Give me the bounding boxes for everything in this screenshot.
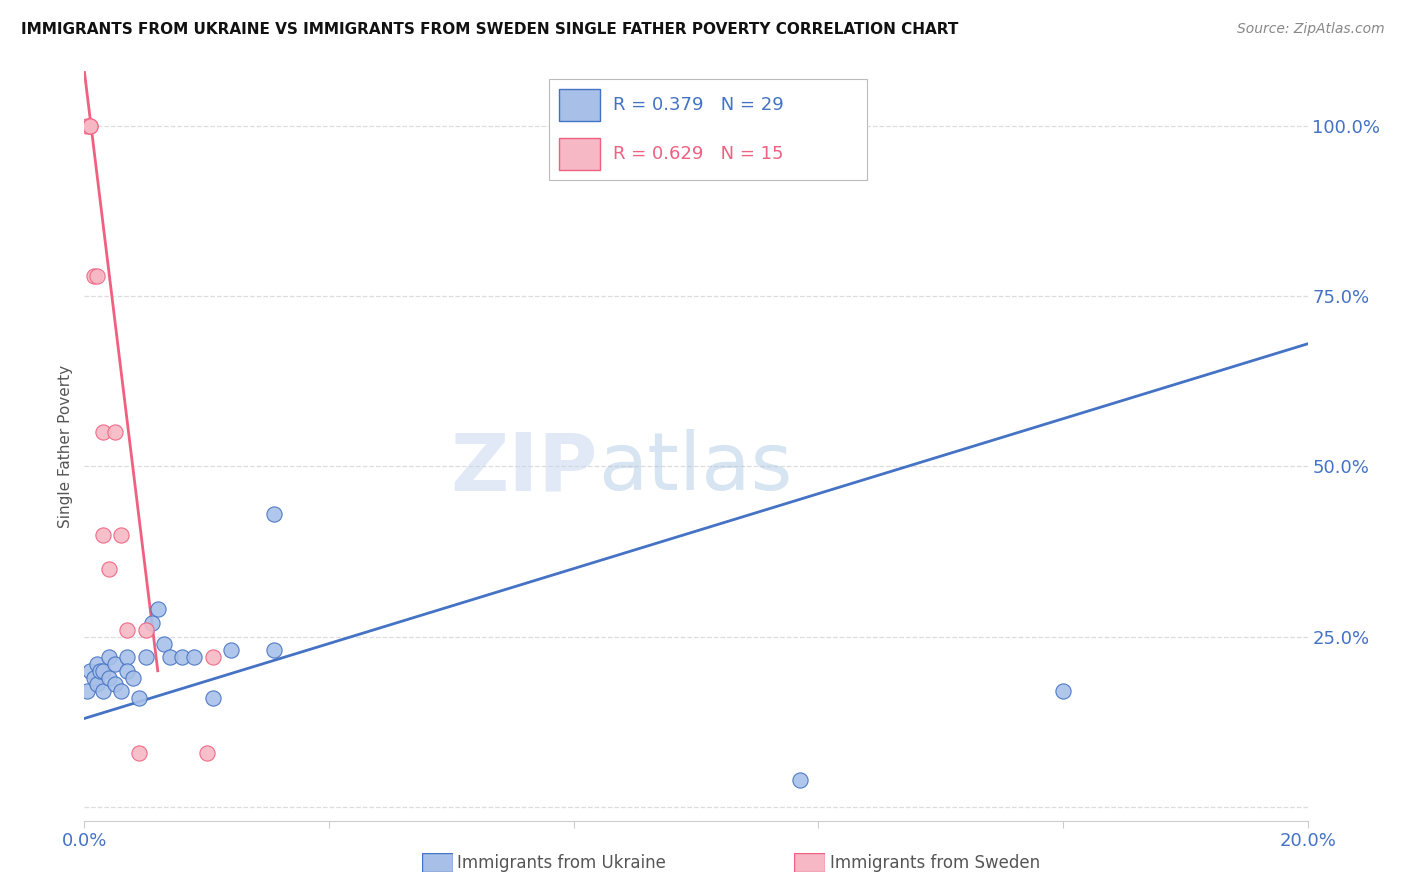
Point	[263, 507, 285, 521]
Point	[86, 268, 108, 283]
Point	[195, 746, 218, 760]
Point	[76, 119, 98, 133]
Point	[115, 664, 138, 678]
Point	[141, 616, 163, 631]
Text: atlas: atlas	[598, 429, 793, 508]
Point	[97, 650, 120, 665]
Point	[91, 684, 114, 698]
Point	[79, 119, 101, 133]
Point	[83, 671, 105, 685]
Point	[789, 772, 811, 787]
Point	[201, 691, 224, 706]
Point	[110, 527, 132, 541]
Y-axis label: Single Father Poverty: Single Father Poverty	[58, 365, 73, 527]
Point	[146, 602, 169, 616]
Point	[83, 268, 105, 283]
Point	[115, 650, 138, 665]
Point	[89, 664, 111, 678]
Text: Source: ZipAtlas.com: Source: ZipAtlas.com	[1237, 22, 1385, 37]
Point	[135, 650, 157, 665]
Point	[79, 664, 101, 678]
Text: Immigrants from Ukraine: Immigrants from Ukraine	[457, 854, 666, 871]
Point	[115, 623, 138, 637]
Point	[263, 643, 285, 657]
Point	[86, 677, 108, 691]
Point	[86, 657, 108, 671]
Point	[1052, 684, 1074, 698]
Point	[104, 657, 127, 671]
Point	[97, 671, 120, 685]
Point	[172, 650, 194, 665]
Point	[183, 650, 205, 665]
Point	[153, 636, 176, 650]
Point	[159, 650, 181, 665]
Point	[135, 623, 157, 637]
Point	[219, 643, 242, 657]
Point	[76, 684, 98, 698]
Point	[122, 671, 145, 685]
Point	[97, 561, 120, 575]
Point	[128, 691, 150, 706]
Point	[128, 746, 150, 760]
Point	[104, 425, 127, 440]
Text: IMMIGRANTS FROM UKRAINE VS IMMIGRANTS FROM SWEDEN SINGLE FATHER POVERTY CORRELAT: IMMIGRANTS FROM UKRAINE VS IMMIGRANTS FR…	[21, 22, 959, 37]
Point	[91, 527, 114, 541]
Text: Immigrants from Sweden: Immigrants from Sweden	[830, 854, 1039, 871]
Point	[91, 425, 114, 440]
Point	[91, 664, 114, 678]
Point	[79, 119, 101, 133]
Point	[201, 650, 224, 665]
Point	[104, 677, 127, 691]
Text: ZIP: ZIP	[451, 429, 598, 508]
Point	[110, 684, 132, 698]
